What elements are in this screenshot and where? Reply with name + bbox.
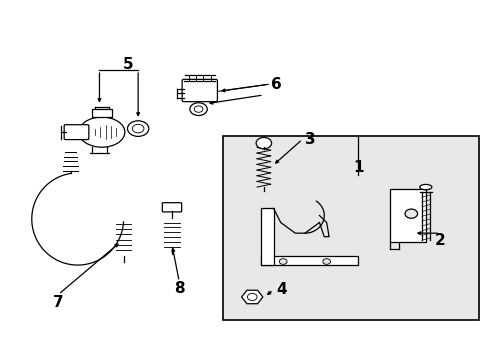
Ellipse shape — [79, 117, 124, 147]
Circle shape — [279, 259, 286, 264]
Text: 8: 8 — [174, 280, 184, 296]
Circle shape — [256, 138, 271, 149]
Bar — [389, 189, 425, 242]
Bar — [223, 136, 478, 320]
Text: 1: 1 — [352, 160, 363, 175]
Text: 7: 7 — [53, 295, 63, 310]
FancyBboxPatch shape — [182, 79, 217, 102]
Bar — [92, 109, 111, 117]
FancyBboxPatch shape — [64, 125, 89, 140]
Circle shape — [247, 293, 257, 301]
FancyBboxPatch shape — [162, 203, 181, 212]
Circle shape — [194, 106, 203, 112]
Circle shape — [127, 121, 148, 136]
Ellipse shape — [419, 184, 431, 190]
Text: 3: 3 — [305, 132, 315, 147]
Text: 4: 4 — [275, 282, 286, 297]
Text: 5: 5 — [123, 57, 134, 72]
Text: 2: 2 — [434, 233, 445, 248]
Bar — [261, 208, 273, 265]
Text: 6: 6 — [270, 77, 281, 92]
Circle shape — [132, 124, 143, 133]
Circle shape — [404, 209, 417, 218]
Bar — [261, 256, 357, 265]
Circle shape — [322, 259, 330, 264]
Circle shape — [189, 103, 207, 116]
